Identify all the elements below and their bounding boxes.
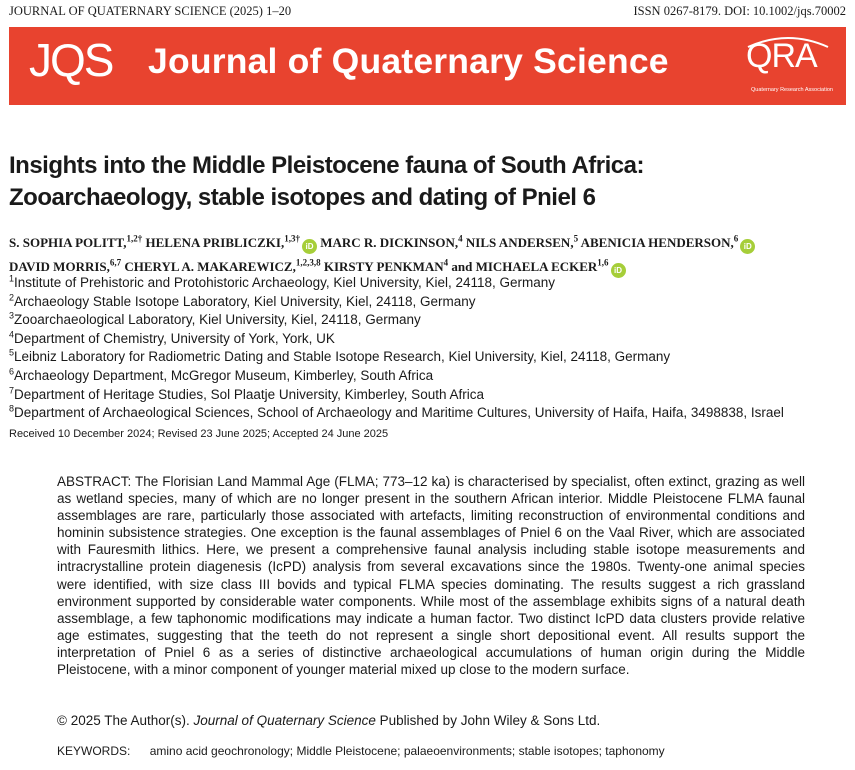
author-affiliation-marker: 1,6 <box>597 257 609 268</box>
orcid-icon[interactable]: iD <box>610 263 626 278</box>
issn-doi[interactable]: ISSN 0267-8179. DOI: 10.1002/jqs.70002 <box>633 4 846 18</box>
keywords-text: amino acid geochronology; Middle Pleisto… <box>149 744 665 758</box>
qra-logo: QRA Quaternary Research Association <box>742 35 834 99</box>
author-name[interactable]: S. SOPHIA POLITT, <box>9 235 127 250</box>
author-affiliation-marker: 5 <box>573 233 579 244</box>
author-list: S. SOPHIA POLITT,1,2† HELENA PRIBLICZKI,… <box>9 231 849 279</box>
author-name[interactable]: HELENA PRIBLICZKI, <box>145 235 285 250</box>
author-affiliation-marker: 1,2,3,8 <box>295 257 321 268</box>
copyright-line: © 2025 The Author(s). Journal of Quatern… <box>57 713 601 728</box>
author-affiliation-marker: 4 <box>458 233 463 244</box>
affiliation-item: 6Archaeology Department, McGregor Museum… <box>9 366 434 383</box>
author-name[interactable]: and MICHAELA ECKER <box>451 259 598 274</box>
affiliation-item: 1Institute of Prehistoric and Protohisto… <box>9 273 556 290</box>
author-name[interactable]: CHERYL A. MAKAREWICZ, <box>124 259 296 274</box>
author-name[interactable]: ABENICIA HENDERSON, <box>580 235 734 250</box>
jqs-logo: JQS <box>29 34 114 86</box>
keywords-label: KEYWORDS: <box>57 744 131 758</box>
journal-issue-line: JOURNAL OF QUATERNARY SCIENCE (2025) 1–2… <box>9 4 292 18</box>
orcid-icon[interactable]: iD <box>301 239 317 254</box>
author-affiliation-marker: 1,3† <box>284 233 300 244</box>
author-name[interactable]: KIRSTY PENKMAN <box>323 259 444 274</box>
affiliation-item: 2Archaeology Stable Isotope Laboratory, … <box>9 292 476 309</box>
affiliation-item: 8Department of Archaeological Sciences, … <box>9 403 784 421</box>
affiliation-item: 4Department of Chemistry, University of … <box>9 329 335 346</box>
author-affiliation-marker: 4 <box>443 257 449 268</box>
author-name[interactable]: MARC R. DICKINSON, <box>320 235 459 250</box>
article-title: Insights into the Middle Pleistocene fau… <box>9 152 645 211</box>
author-affiliation-marker: 6 <box>733 233 739 244</box>
author-name[interactable]: NILS ANDERSEN, <box>465 235 574 250</box>
affiliation-item: 7Department of Heritage Studies, Sol Pla… <box>9 385 484 402</box>
journal-banner: JQS Journal of Quaternary Science QRA Qu… <box>9 27 846 105</box>
author-affiliation-marker: 1,2† <box>126 233 143 244</box>
orcid-icon[interactable]: iD <box>740 239 756 254</box>
received-dates: Received 10 December 2024; Revised 23 Ju… <box>9 428 389 440</box>
author-name[interactable]: DAVID MORRIS, <box>9 259 110 274</box>
qra-arc-icon <box>747 37 829 48</box>
author-affiliation-marker: 6,7 <box>109 257 122 268</box>
running-header: JOURNAL OF QUATERNARY SCIENCE (2025) 1–2… <box>9 4 846 20</box>
journal-name: Journal of Quaternary Science <box>148 41 669 81</box>
abstract: ABSTRACT: The Florisian Land Mammal Age … <box>57 474 805 678</box>
affiliation-list: 1Institute of Prehistoric and Protohisto… <box>9 274 854 423</box>
keywords: KEYWORDS: amino acid geochronology; Midd… <box>57 744 665 758</box>
affiliation-item: 5Leibniz Laboratory for Radiometric Dati… <box>9 347 671 365</box>
affiliation-item: 3Zooarchaeological Laboratory, Kiel Univ… <box>9 310 421 328</box>
